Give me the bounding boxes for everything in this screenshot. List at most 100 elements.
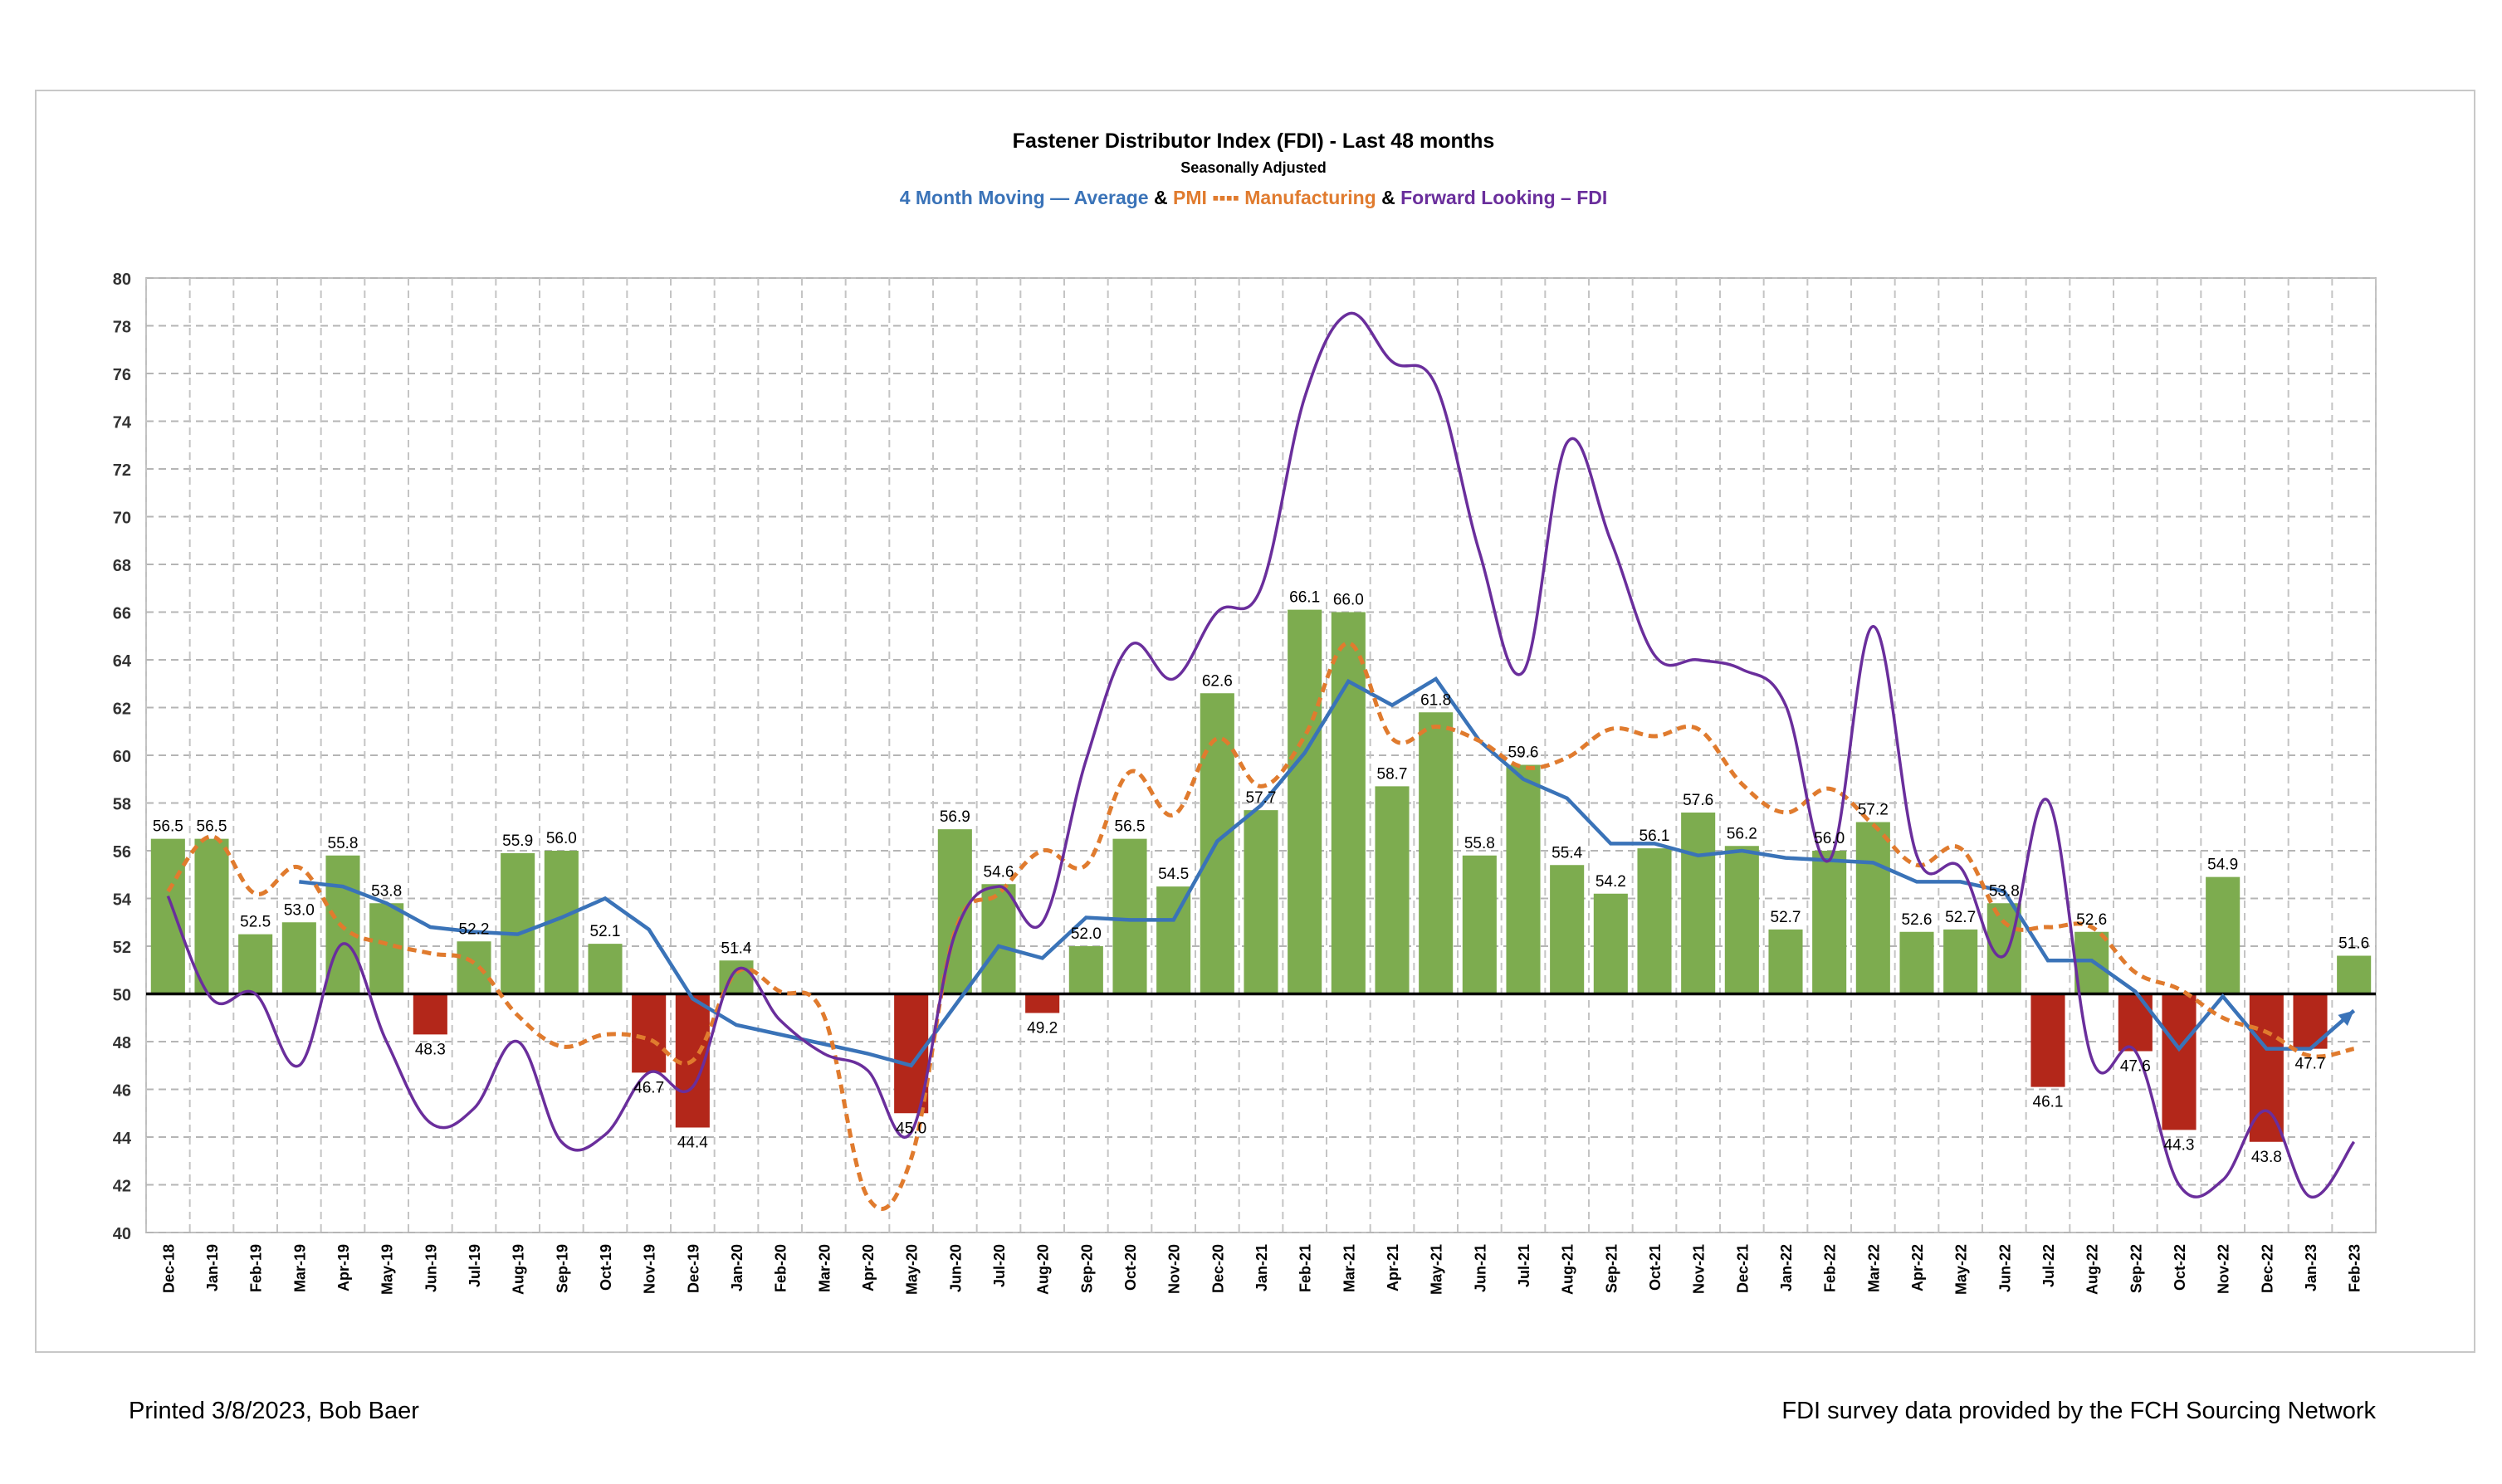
x-tick-label: Jul-20 bbox=[991, 1244, 1008, 1287]
fdi-bar bbox=[1637, 848, 1672, 994]
bar-data-label: 54.9 bbox=[2207, 857, 2238, 874]
bar-data-label: 56.1 bbox=[1639, 827, 1670, 845]
bar-data-label: 48.3 bbox=[415, 1041, 446, 1058]
x-tick-label: Nov-21 bbox=[1691, 1244, 1708, 1294]
x-tick-label: Jan-22 bbox=[1778, 1244, 1795, 1291]
fdi-bar bbox=[1025, 993, 1060, 1013]
chart-frame: Fastener Distributor Index (FDI) - Last … bbox=[35, 90, 2475, 1353]
bar-data-label: 52.7 bbox=[1945, 909, 1976, 926]
bar-data-label: 54.6 bbox=[984, 863, 1014, 881]
bar-data-label: 53.8 bbox=[1989, 882, 2020, 900]
y-tick-label: 60 bbox=[113, 748, 131, 766]
moving-average-arrowhead bbox=[2338, 1010, 2354, 1027]
bar-data-label: 45.0 bbox=[896, 1120, 926, 1137]
chart-legend: 4 Month Moving — Average & PMI ▪▪▪▪ Manu… bbox=[900, 187, 1608, 208]
y-tick-label: 76 bbox=[113, 366, 131, 384]
y-tick-label: 44 bbox=[113, 1130, 132, 1148]
bar-data-label: 57.2 bbox=[1858, 802, 1889, 819]
x-tick-label: Mar-19 bbox=[291, 1244, 308, 1292]
y-tick-label: 42 bbox=[113, 1178, 131, 1196]
fdi-bar bbox=[2118, 993, 2153, 1052]
fdi-bar bbox=[1550, 865, 1585, 994]
legend-item: 4 Month Moving — Average bbox=[900, 187, 1149, 208]
fdi-bar bbox=[1855, 822, 1890, 994]
chart-title: Fastener Distributor Index (FDI) - Last … bbox=[1013, 129, 1495, 153]
x-tick-label: Sep-20 bbox=[1078, 1244, 1095, 1293]
bar-data-label: 55.9 bbox=[502, 832, 533, 850]
y-tick-label: 68 bbox=[113, 557, 131, 575]
fdi-bar bbox=[1112, 838, 1147, 994]
x-tick-label: Feb-22 bbox=[1822, 1244, 1839, 1292]
bar-data-label: 57.7 bbox=[1246, 789, 1277, 807]
y-tick-label: 62 bbox=[113, 701, 131, 719]
bar-data-label: 62.6 bbox=[1202, 672, 1233, 690]
moving-average-line bbox=[299, 676, 2356, 1068]
y-tick-label: 56 bbox=[113, 843, 131, 862]
bar-data-label: 52.0 bbox=[1071, 925, 1102, 943]
y-tick-label: 50 bbox=[113, 987, 131, 1005]
x-tick-label: May-21 bbox=[1429, 1244, 1445, 1295]
y-tick-label: 46 bbox=[113, 1082, 131, 1101]
x-tick-label: Nov-22 bbox=[2216, 1244, 2232, 1294]
x-tick-label: Feb-20 bbox=[773, 1244, 789, 1292]
bar-data-label: 51.4 bbox=[721, 940, 752, 957]
x-tick-label: Jul-22 bbox=[2040, 1244, 2057, 1287]
fdi-bar bbox=[1899, 931, 1934, 994]
x-tick-label: Nov-20 bbox=[1166, 1244, 1183, 1294]
x-tick-label: Sep-22 bbox=[2128, 1244, 2144, 1293]
x-tick-label: May-19 bbox=[379, 1244, 396, 1295]
x-tick-label: Jul-21 bbox=[1516, 1244, 1532, 1287]
x-tick-label: Feb-21 bbox=[1297, 1244, 1314, 1292]
plot-area: 40 42 44 46 48 50 52 54 56 58 60 62 64 66 68 70 72 74 76 78… bbox=[113, 271, 2377, 1295]
footer-source: FDI survey data provided by the FCH Sour… bbox=[1781, 1398, 2376, 1424]
y-tick-label: 66 bbox=[113, 605, 131, 623]
y-tick-label: 64 bbox=[113, 652, 132, 671]
bar-data-label: 52.2 bbox=[459, 920, 490, 938]
x-tick-label: Apr-19 bbox=[335, 1244, 352, 1291]
bar-data-label: 46.1 bbox=[2033, 1094, 2064, 1111]
x-tick-label: Dec-22 bbox=[2259, 1244, 2275, 1293]
y-tick-label: 80 bbox=[113, 271, 131, 289]
fdi-bar bbox=[981, 884, 1016, 994]
legend-separator: & bbox=[1149, 187, 1173, 208]
x-tick-label: Jul-19 bbox=[467, 1244, 483, 1287]
x-tick-label: Sep-19 bbox=[554, 1244, 570, 1293]
bar-data-label: 44.4 bbox=[677, 1135, 708, 1152]
x-tick-label: Jan-19 bbox=[204, 1244, 221, 1291]
pmi-line bbox=[166, 641, 2355, 1211]
bar-data-label: 61.8 bbox=[1420, 691, 1451, 709]
x-tick-label: Dec-21 bbox=[1734, 1244, 1751, 1293]
bar-data-label: 52.5 bbox=[240, 914, 271, 931]
fdi-chart: Fastener Distributor Index (FDI) - Last … bbox=[113, 129, 2377, 1295]
fdi-bar bbox=[1156, 886, 1191, 994]
fdi-bar bbox=[1331, 612, 1366, 994]
bar-data-label: 56.5 bbox=[1115, 818, 1146, 836]
fdi-bar bbox=[1375, 786, 1410, 994]
bar-data-label: 66.0 bbox=[1333, 592, 1364, 609]
fdi-bar bbox=[1244, 810, 1278, 994]
x-tick-label: Apr-20 bbox=[860, 1244, 877, 1291]
x-tick-label: Feb-23 bbox=[2347, 1244, 2363, 1292]
bar-data-label: 47.6 bbox=[2120, 1058, 2151, 1076]
bar-data-label: 49.2 bbox=[1027, 1020, 1058, 1037]
y-tick-label: 54 bbox=[113, 891, 132, 910]
fdi-bar bbox=[1288, 609, 1322, 994]
bar-data-label: 44.3 bbox=[2164, 1136, 2195, 1154]
fdi-bar bbox=[1768, 929, 1803, 994]
x-tick-label: Sep-21 bbox=[1603, 1244, 1620, 1293]
x-tick-label: Mar-21 bbox=[1341, 1244, 1357, 1292]
y-tick-label: 70 bbox=[113, 510, 131, 528]
y-tick-label: 72 bbox=[113, 461, 131, 480]
fdi-bar bbox=[2162, 993, 2197, 1130]
forward-looking-line bbox=[166, 311, 2356, 1198]
x-tick-label: Oct-20 bbox=[1122, 1244, 1139, 1291]
fdi-bar bbox=[1681, 813, 1716, 994]
bar-data-label: 52.6 bbox=[1902, 911, 1933, 929]
x-tick-label: Dec-20 bbox=[1209, 1244, 1226, 1293]
x-tick-label: Aug-21 bbox=[1560, 1244, 1576, 1295]
fdi-bar bbox=[1506, 764, 1541, 994]
fdi-bar bbox=[2206, 876, 2241, 994]
x-tick-label: Mar-22 bbox=[1865, 1244, 1882, 1292]
bar-data-label: 55.4 bbox=[1552, 844, 1582, 862]
x-tick-label: Jun-20 bbox=[947, 1244, 964, 1292]
